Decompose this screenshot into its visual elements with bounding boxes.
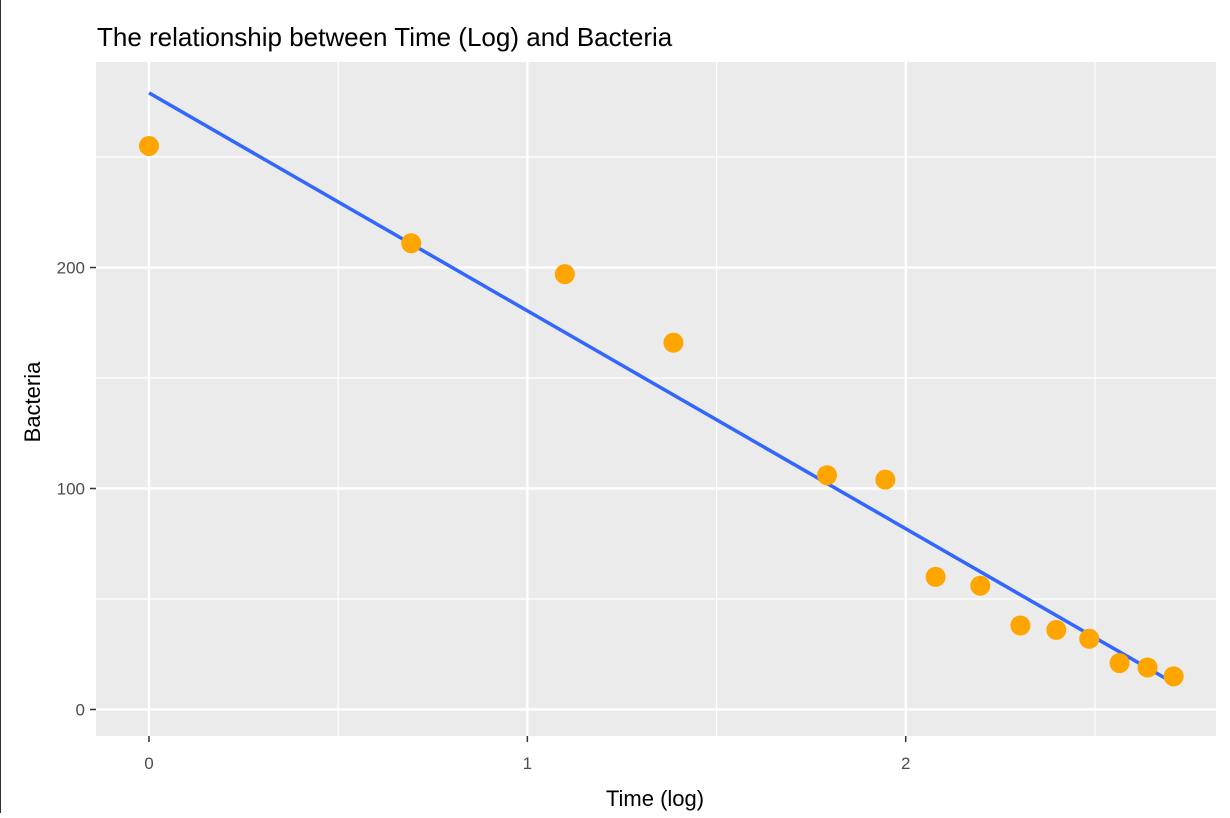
data-point bbox=[1109, 653, 1130, 674]
window-edge bbox=[0, 0, 1, 813]
x-axis-label: Time (log) bbox=[606, 786, 704, 811]
data-point bbox=[1046, 619, 1067, 640]
data-point bbox=[1079, 628, 1100, 649]
y-axis-label: Bacteria bbox=[20, 361, 45, 442]
data-point bbox=[875, 469, 896, 490]
y-tick-label: 100 bbox=[57, 479, 85, 498]
data-point bbox=[1137, 657, 1158, 678]
data-point bbox=[1010, 615, 1031, 636]
data-point bbox=[925, 566, 946, 587]
fit-line bbox=[148, 91, 1175, 685]
data-point bbox=[554, 264, 575, 285]
x-tick-label: 0 bbox=[144, 754, 153, 773]
data-points bbox=[138, 135, 1184, 687]
fit-lines bbox=[148, 91, 1175, 685]
x-tick-label: 1 bbox=[523, 754, 532, 773]
y-tick-label: 0 bbox=[76, 700, 85, 719]
data-point bbox=[401, 233, 422, 254]
x-tick-label: 2 bbox=[901, 754, 910, 773]
data-point bbox=[1163, 666, 1184, 687]
data-point bbox=[970, 575, 991, 596]
axes: 0 1 2 0 100 200 bbox=[57, 259, 911, 773]
data-point bbox=[138, 135, 159, 156]
data-point bbox=[817, 465, 838, 486]
data-point bbox=[663, 332, 684, 353]
y-tick-label: 200 bbox=[57, 259, 85, 278]
grid bbox=[96, 62, 1216, 736]
chart-title: The relationship between Time (Log) and … bbox=[97, 22, 673, 52]
